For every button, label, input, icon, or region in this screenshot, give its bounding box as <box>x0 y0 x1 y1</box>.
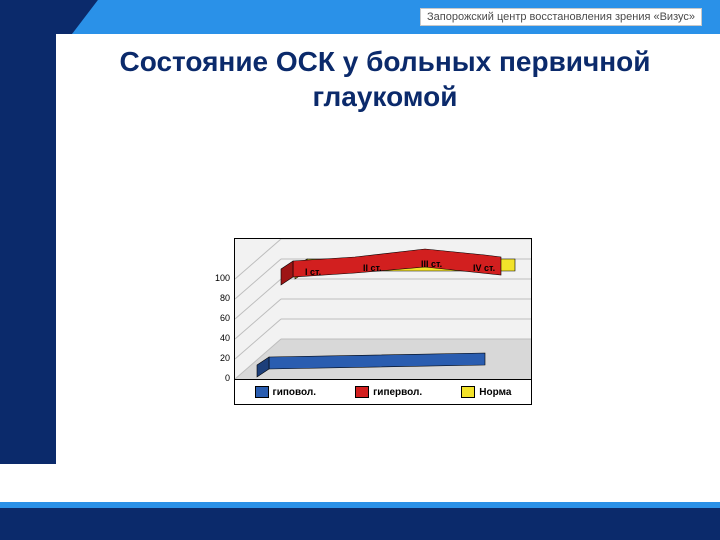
legend-swatch-gipervol <box>355 386 369 398</box>
ytick-20: 20 <box>204 353 230 363</box>
page-title: Состояние ОСК у больных первичной глауко… <box>70 44 700 114</box>
osk-chart: I ст. II ст. III ст. IV ст. 0 20 40 60 8… <box>200 238 530 406</box>
legend-label-gipervol: гипервол. <box>373 387 422 398</box>
top-banner: Запорожский центр восстановления зрения … <box>0 0 720 34</box>
title-line-1: Состояние ОСК у больных первичной <box>119 46 650 77</box>
banner-sky-band: Запорожский центр восстановления зрения … <box>72 0 720 34</box>
title-line-2: глаукомой <box>313 81 458 112</box>
cat-label-3: III ст. <box>421 259 442 269</box>
legend-label-gipovol: гиповол. <box>273 387 316 398</box>
cat-label-4: IV ст. <box>473 263 495 273</box>
legend-item-norma: Норма <box>461 386 511 398</box>
legend-item-gipervol: гипервол. <box>355 386 422 398</box>
ytick-40: 40 <box>204 333 230 343</box>
cat-label-2: II ст. <box>363 263 382 273</box>
legend-swatch-norma <box>461 386 475 398</box>
legend-item-gipovol: гиповол. <box>255 386 316 398</box>
footer-bar <box>0 508 720 540</box>
ytick-100: 100 <box>204 273 230 283</box>
org-label: Запорожский центр восстановления зрения … <box>420 8 702 26</box>
ytick-60: 60 <box>204 313 230 323</box>
ytick-80: 80 <box>204 293 230 303</box>
footer-sky-band <box>0 502 720 508</box>
legend-label-norma: Норма <box>479 387 511 398</box>
legend-swatch-gipovol <box>255 386 269 398</box>
chart-legend: гиповол. гипервол. Норма <box>234 380 532 405</box>
left-sidebar <box>0 34 56 464</box>
cat-label-1: I ст. <box>305 267 321 277</box>
chart-svg <box>235 239 531 379</box>
ytick-0: 0 <box>204 373 230 383</box>
chart-plot-area: I ст. II ст. III ст. IV ст. <box>234 238 532 380</box>
